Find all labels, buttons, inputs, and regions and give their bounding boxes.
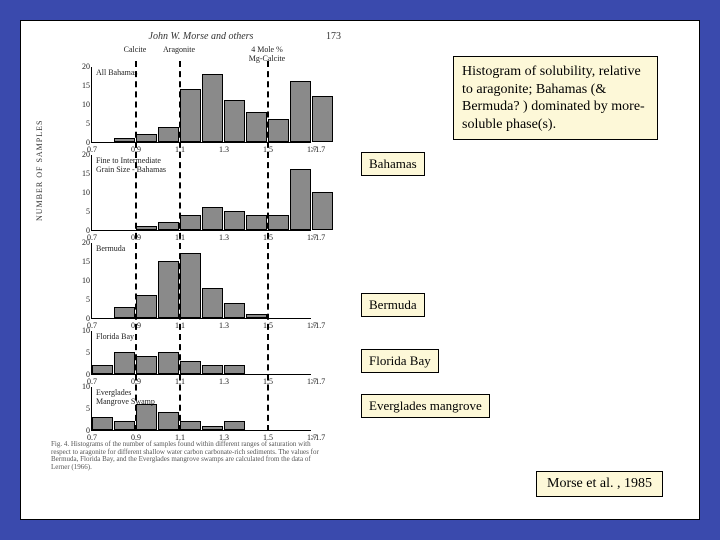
y-tick: 10 bbox=[74, 188, 90, 197]
y-tick: 10 bbox=[74, 276, 90, 285]
top-marker-label: Aragonite bbox=[157, 45, 201, 54]
y-tick: 10 bbox=[74, 326, 90, 335]
histogram-bar bbox=[268, 215, 289, 230]
x-tick: >1.7 bbox=[311, 377, 326, 386]
histogram-bar bbox=[136, 134, 157, 142]
slide-inner-frame: John W. Morse and others 173 NUMBER OF S… bbox=[20, 20, 700, 520]
y-tick: 15 bbox=[74, 81, 90, 90]
top-marker-label: Calcite bbox=[113, 45, 157, 54]
panel-title: Everglades Mangrove Swamp bbox=[96, 389, 155, 407]
figure-caption: Fig. 4. Histograms of the number of samp… bbox=[51, 441, 331, 472]
histogram-bar bbox=[136, 404, 157, 430]
y-tick: 15 bbox=[74, 257, 90, 266]
y-tick: 15 bbox=[74, 169, 90, 178]
histogram-bar bbox=[114, 352, 135, 374]
y-axis-label: NUMBER OF SAMPLES bbox=[35, 120, 44, 221]
histogram-bar bbox=[92, 365, 113, 374]
panel-title: All Bahamas bbox=[96, 69, 138, 78]
histogram-bar bbox=[136, 226, 157, 230]
histogram-bar bbox=[246, 215, 267, 230]
description-box: Histogram of solubility, relative to ara… bbox=[453, 56, 658, 140]
y-tick: 20 bbox=[74, 150, 90, 159]
histogram-bar bbox=[92, 417, 113, 430]
histogram-bar bbox=[290, 81, 311, 142]
panel-title: Bermuda bbox=[96, 245, 125, 254]
x-tick: 1.3 bbox=[219, 145, 229, 154]
histogram-figure: John W. Morse and others 173 NUMBER OF S… bbox=[51, 31, 351, 471]
y-tick: 10 bbox=[74, 382, 90, 391]
y-tick: 5 bbox=[74, 295, 90, 304]
histogram-bar bbox=[268, 119, 289, 142]
label-florida-bay: Florida Bay bbox=[361, 349, 439, 373]
histogram-bar bbox=[180, 253, 201, 318]
slide-outer-frame: John W. Morse and others 173 NUMBER OF S… bbox=[0, 0, 720, 540]
histogram-bar bbox=[202, 74, 223, 142]
y-tick: 20 bbox=[74, 62, 90, 71]
histogram-bar bbox=[136, 295, 157, 318]
histogram-bar bbox=[312, 192, 333, 230]
figure-header: John W. Morse and others bbox=[51, 31, 351, 42]
y-tick: 5 bbox=[74, 348, 90, 357]
figure-page-number: 173 bbox=[326, 31, 341, 42]
histogram-bar bbox=[158, 222, 179, 230]
histogram-panel: 051015200.70.91.11.31.51.7>1.7Fine to In… bbox=[91, 155, 311, 231]
histogram-panel: 051015200.70.91.11.31.51.7>1.7All Bahama… bbox=[91, 67, 311, 143]
histogram-bar bbox=[312, 96, 333, 142]
label-everglades: Everglades mangrove bbox=[361, 394, 490, 418]
histogram-bar bbox=[224, 303, 245, 318]
histogram-bar bbox=[158, 127, 179, 142]
reference-dashed-line bbox=[179, 61, 181, 431]
x-tick: 1.3 bbox=[219, 377, 229, 386]
histogram-bar bbox=[224, 421, 245, 430]
panel-title: Fine to Intermediate Grain Size - Bahama… bbox=[96, 157, 166, 175]
histogram-bar bbox=[180, 215, 201, 230]
histogram-bar bbox=[224, 365, 245, 374]
x-tick: 1.3 bbox=[219, 321, 229, 330]
histogram-bar bbox=[202, 365, 223, 374]
histogram-bar bbox=[180, 421, 201, 430]
histogram-bar bbox=[224, 100, 245, 142]
y-tick: 20 bbox=[74, 238, 90, 247]
histogram-panel: 05100.70.91.11.31.51.7>1.7Florida Bay bbox=[91, 331, 311, 375]
y-tick: 10 bbox=[74, 100, 90, 109]
histogram-bar bbox=[224, 211, 245, 230]
histogram-bar bbox=[158, 412, 179, 430]
histogram-panel: 05100.70.91.11.31.51.7>1.7Everglades Man… bbox=[91, 387, 311, 431]
histogram-bar bbox=[136, 356, 157, 374]
reference-dashed-line bbox=[267, 61, 269, 431]
y-tick: 5 bbox=[74, 207, 90, 216]
histogram-bar bbox=[202, 207, 223, 230]
histogram-bar bbox=[158, 352, 179, 374]
x-tick: >1.7 bbox=[311, 321, 326, 330]
x-tick: >1.7 bbox=[311, 145, 326, 154]
y-tick: 5 bbox=[74, 404, 90, 413]
histogram-bar bbox=[246, 112, 267, 142]
histogram-bar bbox=[202, 426, 223, 430]
citation-box: Morse et al. , 1985 bbox=[536, 471, 663, 497]
histogram-bar bbox=[114, 421, 135, 430]
y-tick: 5 bbox=[74, 119, 90, 128]
histogram-bar bbox=[290, 169, 311, 230]
histogram-bar bbox=[114, 138, 135, 142]
x-tick: >1.7 bbox=[311, 233, 326, 242]
panel-title: Florida Bay bbox=[96, 333, 134, 342]
histogram-bar bbox=[202, 288, 223, 318]
x-tick: 1.3 bbox=[219, 233, 229, 242]
histogram-bar bbox=[158, 261, 179, 318]
histogram-panel: 051015200.70.91.11.31.51.7>1.7Bermuda bbox=[91, 243, 311, 319]
top-marker-label: 4 Mole % Mg-Calcite bbox=[245, 45, 289, 63]
reference-dashed-line bbox=[135, 61, 137, 431]
histogram-bar bbox=[180, 89, 201, 142]
histogram-bar bbox=[114, 307, 135, 318]
histogram-bar bbox=[246, 314, 267, 318]
label-bahamas: Bahamas bbox=[361, 152, 425, 176]
label-bermuda: Bermuda bbox=[361, 293, 425, 317]
histogram-bar bbox=[180, 361, 201, 374]
